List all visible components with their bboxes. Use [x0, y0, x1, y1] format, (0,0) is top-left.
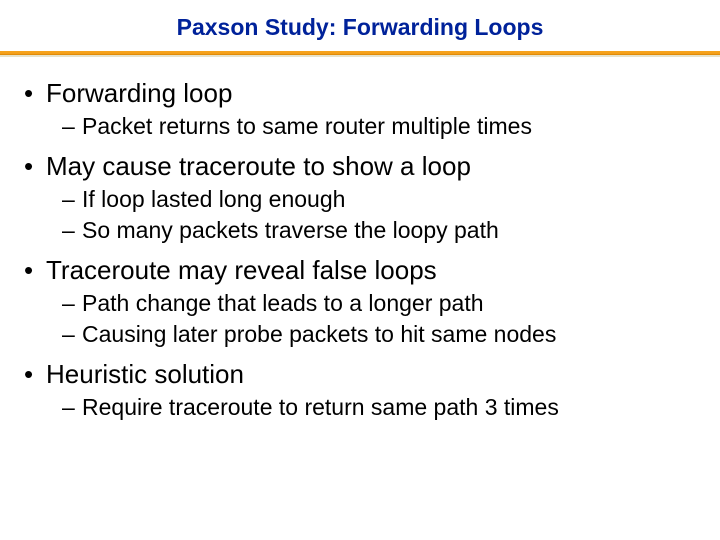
- sub-list: Path change that leads to a longer path …: [46, 289, 698, 349]
- bullet-text: May cause traceroute to show a loop: [46, 151, 471, 181]
- sub-text: If loop lasted long enough: [82, 186, 345, 212]
- list-item: Forwarding loop Packet returns to same r…: [22, 77, 698, 140]
- sub-text: So many packets traverse the loopy path: [82, 217, 499, 243]
- sub-list: If loop lasted long enough So many packe…: [46, 185, 698, 245]
- sub-list: Packet returns to same router multiple t…: [46, 112, 698, 141]
- list-item: May cause traceroute to show a loop If l…: [22, 150, 698, 244]
- slide-content: Forwarding loop Packet returns to same r…: [0, 57, 720, 422]
- sub-text: Path change that leads to a longer path: [82, 290, 484, 316]
- list-item: Path change that leads to a longer path: [62, 289, 698, 318]
- sub-text: Causing later probe packets to hit same …: [82, 321, 556, 347]
- list-item: So many packets traverse the loopy path: [62, 216, 698, 245]
- bullet-text: Heuristic solution: [46, 359, 244, 389]
- bullet-text: Forwarding loop: [46, 78, 232, 108]
- title-divider: [0, 51, 720, 57]
- slide: Paxson Study: Forwarding Loops Forwardin…: [0, 0, 720, 540]
- divider-shadow: [0, 55, 720, 57]
- list-item: Require traceroute to return same path 3…: [62, 393, 698, 422]
- sub-text: Packet returns to same router multiple t…: [82, 113, 532, 139]
- list-item: Causing later probe packets to hit same …: [62, 320, 698, 349]
- sub-list: Require traceroute to return same path 3…: [46, 393, 698, 422]
- bullet-text: Traceroute may reveal false loops: [46, 255, 437, 285]
- list-item: If loop lasted long enough: [62, 185, 698, 214]
- list-item: Packet returns to same router multiple t…: [62, 112, 698, 141]
- list-item: Heuristic solution Require traceroute to…: [22, 358, 698, 421]
- list-item: Traceroute may reveal false loops Path c…: [22, 254, 698, 348]
- sub-text: Require traceroute to return same path 3…: [82, 394, 559, 420]
- slide-title: Paxson Study: Forwarding Loops: [0, 0, 720, 51]
- bullet-list: Forwarding loop Packet returns to same r…: [22, 77, 698, 422]
